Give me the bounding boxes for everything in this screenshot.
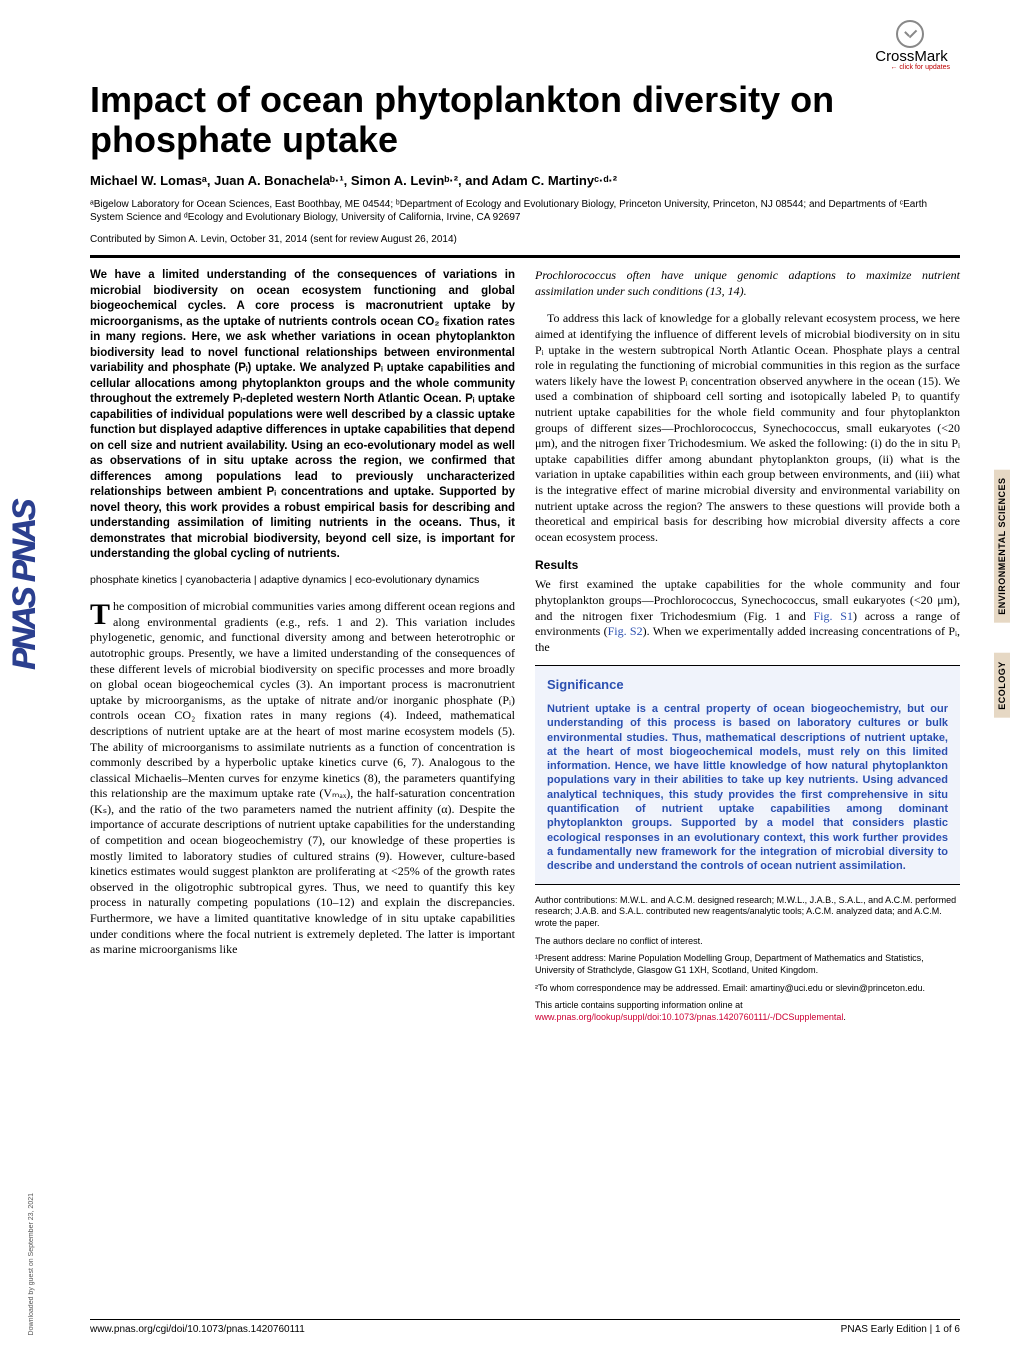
pnas-journal-logo: PNAS PNAS bbox=[6, 70, 40, 670]
significance-box: Significance Nutrient uptake is a centra… bbox=[535, 665, 960, 884]
supporting-label: This article contains supporting informa… bbox=[535, 1000, 743, 1010]
right-column: Prochlorococcus often have unique genomi… bbox=[535, 268, 960, 1030]
supporting-info-line: This article contains supporting informa… bbox=[535, 1000, 960, 1023]
category-environmental-sciences: ENVIRONMENTAL SCIENCES bbox=[994, 470, 1010, 623]
correspondence-note: ²To whom correspondence may be addressed… bbox=[535, 983, 960, 995]
abstract-text: We have a limited understanding of the c… bbox=[90, 268, 515, 563]
intro-body: he composition of microbial communities … bbox=[90, 599, 515, 956]
right-paragraph-2: To address this lack of knowledge for a … bbox=[535, 311, 960, 545]
footer-doi: www.pnas.org/cgi/doi/10.1073/pnas.142076… bbox=[90, 1324, 305, 1335]
dropcap-letter: T bbox=[90, 599, 113, 628]
download-watermark: Downloaded by guest on September 23, 202… bbox=[28, 1193, 35, 1335]
supporting-info-link[interactable]: www.pnas.org/lookup/suppl/doi:10.1073/pn… bbox=[535, 1012, 843, 1022]
pnas-logo-text: PNAS PNAS bbox=[6, 501, 42, 670]
crossmark-label: CrossMark bbox=[875, 48, 948, 65]
subject-category-tabs: ECOLOGY ENVIRONMENTAL SCIENCES bbox=[994, 470, 1010, 718]
author-affiliations: ᵃBigelow Laboratory for Ocean Sciences, … bbox=[90, 198, 960, 224]
category-ecology: ECOLOGY bbox=[994, 653, 1010, 718]
crossmark-badge[interactable]: CrossMark ← click for updates bbox=[860, 20, 960, 71]
prochlorococcus-italic: Prochlorococcus often have unique genomi… bbox=[535, 268, 960, 298]
contributed-line: Contributed by Simon A. Levin, October 3… bbox=[90, 234, 960, 245]
significance-body: Nutrient uptake is a central property of… bbox=[547, 702, 948, 874]
article-title: Impact of ocean phytoplankton diversity … bbox=[90, 80, 960, 159]
right-paragraph-1: Prochlorococcus often have unique genomi… bbox=[535, 268, 960, 299]
present-address-note: ¹Present address: Marine Population Mode… bbox=[535, 953, 960, 976]
author-contributions: Author contributions: M.W.L. and A.C.M. … bbox=[535, 895, 960, 930]
introduction-text: The composition of microbial communities… bbox=[90, 599, 515, 958]
fig-s1-link[interactable]: Fig. S1 bbox=[813, 609, 852, 623]
keywords-line: phosphate kinetics | cyanobacteria | ada… bbox=[90, 573, 515, 587]
author-list: Michael W. Lomasᵃ, Juan A. Bonachelaᵇ·¹,… bbox=[90, 173, 960, 188]
crossmark-icon bbox=[896, 20, 924, 48]
fig-s2-link[interactable]: Fig. S2 bbox=[608, 624, 643, 638]
footer-page-number: PNAS Early Edition | 1 of 6 bbox=[841, 1324, 960, 1335]
conflict-statement: The authors declare no conflict of inter… bbox=[535, 936, 960, 948]
significance-title: Significance bbox=[547, 676, 948, 694]
page-footer: www.pnas.org/cgi/doi/10.1073/pnas.142076… bbox=[90, 1319, 960, 1335]
results-heading: Results bbox=[535, 557, 960, 573]
left-column: We have a limited understanding of the c… bbox=[90, 268, 515, 1030]
results-paragraph: We first examined the uptake capabilitie… bbox=[535, 577, 960, 655]
